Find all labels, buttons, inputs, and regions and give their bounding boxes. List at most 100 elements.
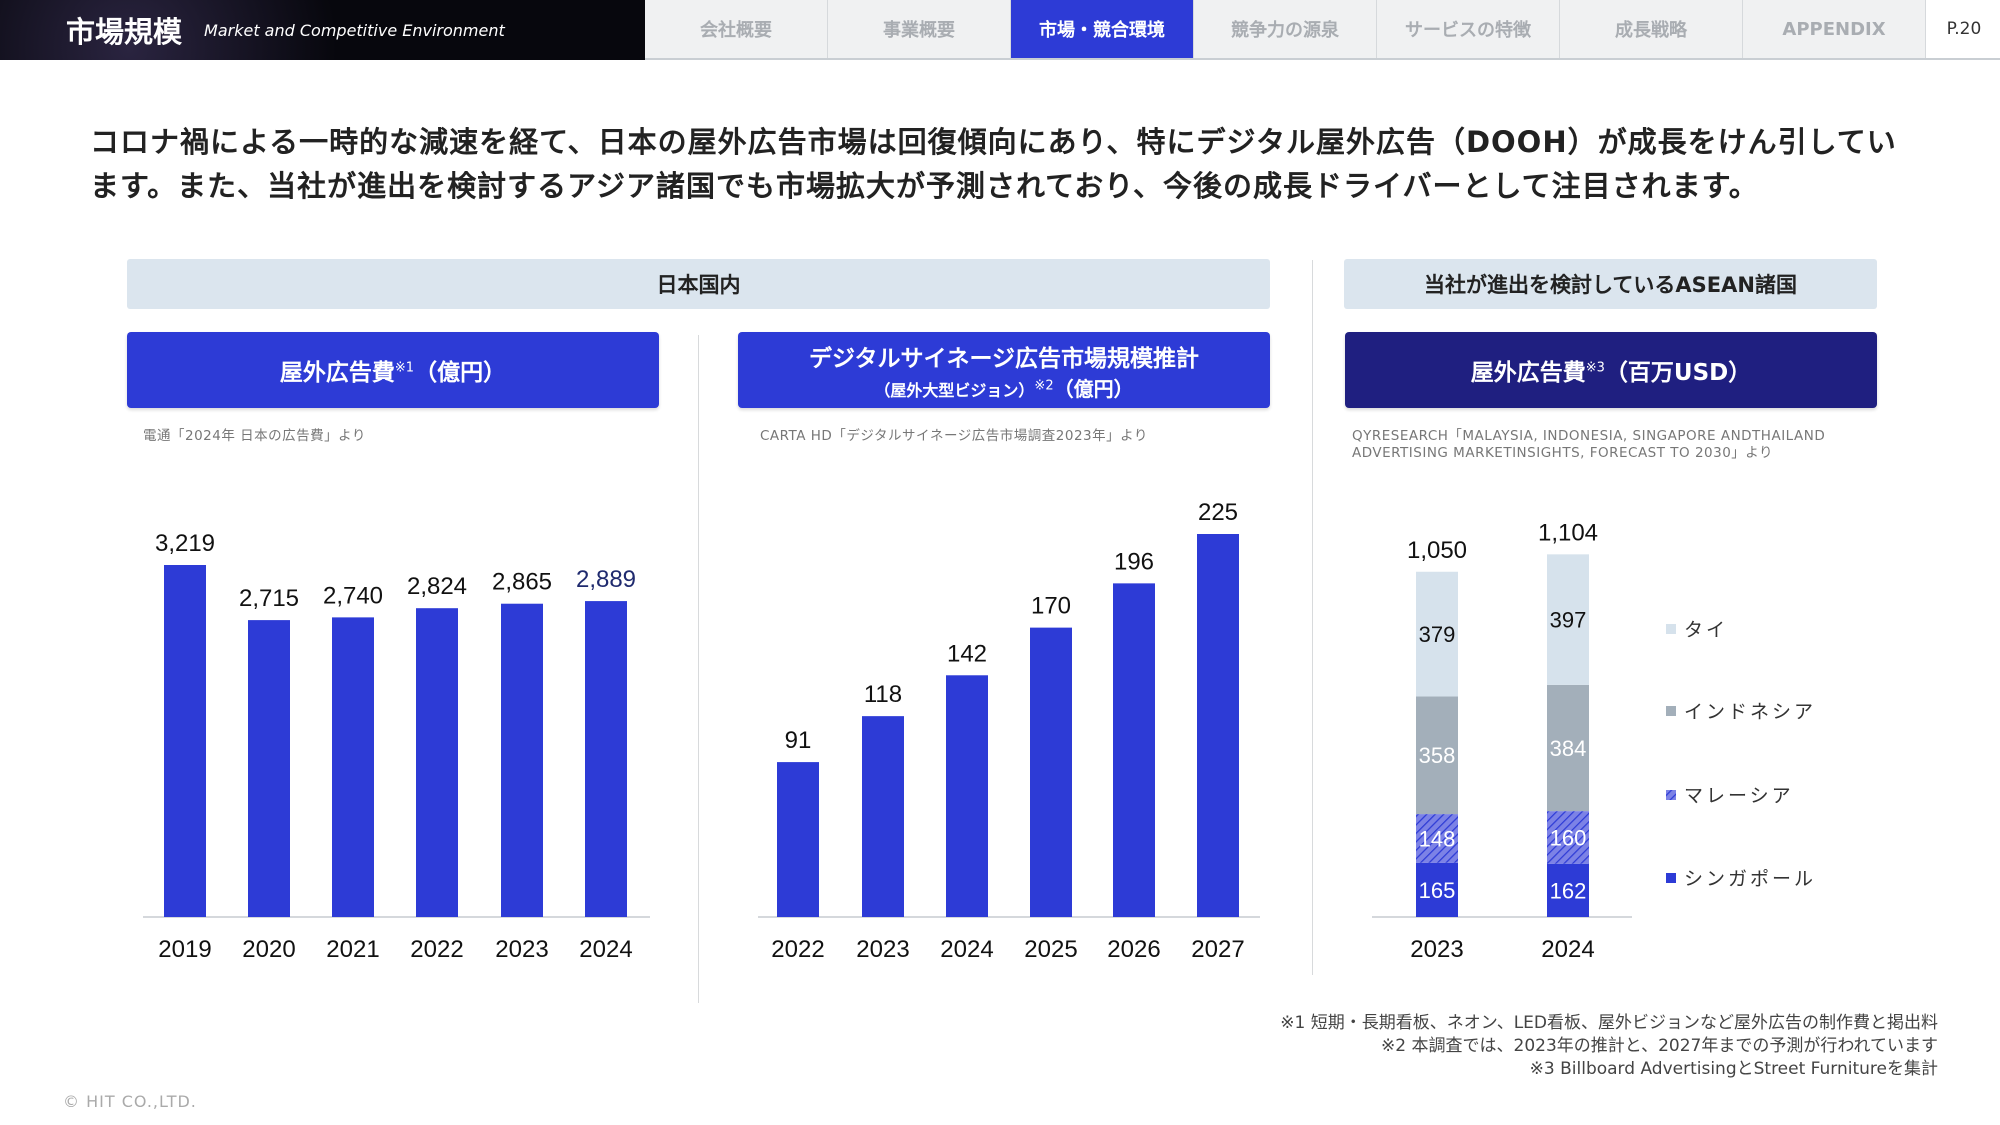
section-japan: 日本国内	[127, 259, 1270, 309]
data-label: 2,824	[407, 573, 467, 600]
data-label: 142	[947, 640, 987, 667]
x-tick-label: 2023	[495, 936, 548, 963]
note-mark: ※1	[394, 360, 415, 376]
title-main: デジタルサイネージ広告市場規模推計	[808, 345, 1200, 372]
tab-company[interactable]: 会社概要	[645, 0, 828, 58]
copyright: © HIT CO.,LTD.	[63, 1092, 197, 1111]
source-3: QYRESEARCH「MALAYSIA, INDONESIA, SINGAPOR…	[1352, 428, 1826, 461]
divider	[698, 335, 699, 1003]
title-main: 屋外広告費	[1470, 360, 1586, 386]
x-tick-label: 2023	[1410, 936, 1463, 963]
total-label: 1,104	[1538, 519, 1598, 546]
chart-title-digital-signage: デジタルサイネージ広告市場規模推計 （屋外大型ビジョン）※2（億円）	[738, 332, 1270, 408]
x-tick-label: 2025	[1024, 936, 1077, 963]
footnote: ※3 Billboard AdvertisingとStreet Furnitur…	[1529, 1059, 1938, 1079]
segment-label: 379	[1419, 622, 1456, 647]
bar-segment-3	[1416, 571, 1458, 697]
segment-label: 397	[1550, 608, 1587, 633]
nav-tabs: 会社概要 事業概要 市場・競合環境 競争力の源泉 サービスの特徴 成長戦略 AP…	[645, 0, 1926, 58]
bar	[946, 675, 988, 917]
x-tick-label: 2022	[771, 936, 824, 963]
segment-label: 162	[1550, 878, 1587, 903]
x-tick-label: 2027	[1191, 936, 1244, 963]
legend-label: インドネシア	[1684, 701, 1816, 723]
bar-segment-1	[1416, 814, 1458, 863]
header: 市場規模 Market and Competitive Environment …	[0, 0, 2000, 60]
bar-segment-1	[1547, 811, 1589, 864]
bar	[164, 565, 206, 917]
x-tick-label: 2023	[856, 936, 909, 963]
note-mark: ※2	[1034, 378, 1054, 394]
data-label: 118	[864, 681, 902, 708]
bar	[1030, 627, 1072, 917]
bar	[585, 601, 627, 917]
data-label: 196	[1114, 548, 1154, 575]
divider	[1312, 260, 1313, 975]
bar-segment-0	[1416, 862, 1458, 917]
footnotes: ※1 短期・長期看板、ネオン、LED看板、屋外ビジョンなど屋外広告の制作費と掲出…	[1280, 1012, 1938, 1081]
page-subtitle: Market and Competitive Environment	[204, 20, 505, 40]
x-tick-label: 2020	[242, 936, 295, 963]
legend-label: タイ	[1684, 619, 1728, 641]
legend-swatch	[1666, 790, 1676, 800]
title-unit: （億円）	[1053, 376, 1134, 401]
title-sub: （屋外大型ビジョン）	[874, 380, 1035, 400]
tab-service[interactable]: サービスの特徴	[1377, 0, 1560, 58]
x-tick-label: 2021	[326, 936, 379, 963]
lead-text: コロナ禍による一時的な減速を経て、日本の屋外広告市場は回復傾向にあり、特にデジタ…	[90, 125, 1897, 203]
tab-strategy[interactable]: 成長戦略	[1560, 0, 1743, 58]
bar-segment-0	[1547, 863, 1589, 917]
bar	[1197, 534, 1239, 917]
page-number: P.20	[1946, 19, 1982, 39]
x-tick-label: 2022	[410, 936, 463, 963]
tab-market[interactable]: 市場・競合環境	[1011, 0, 1194, 58]
legend-swatch	[1666, 873, 1676, 883]
legend-label: マレーシア	[1684, 785, 1794, 807]
bar	[248, 620, 290, 917]
bar	[501, 603, 543, 917]
bar	[777, 762, 819, 917]
title-main: 屋外広告費	[279, 360, 395, 386]
segment-label: 358	[1419, 743, 1456, 768]
bar-segment-3	[1547, 554, 1589, 685]
x-tick-label: 2024	[1541, 936, 1594, 963]
total-label: 1,050	[1407, 537, 1467, 564]
data-label: 3,219	[155, 530, 215, 557]
tab-business[interactable]: 事業概要	[828, 0, 1011, 58]
legend-label: シンガポール	[1684, 868, 1816, 890]
bar-segment-2	[1416, 696, 1458, 815]
x-tick-label: 2019	[158, 936, 211, 963]
data-label: 170	[1031, 593, 1071, 620]
source-2: CARTA HD「デジタルサイネージ広告市場調査2023年」より	[760, 428, 1148, 444]
data-label: 2,865	[492, 569, 552, 596]
header-brand: 市場規模 Market and Competitive Environment	[0, 0, 645, 60]
legend-swatch	[1666, 706, 1676, 716]
data-label: 225	[1198, 499, 1238, 526]
x-tick-label: 2024	[579, 936, 632, 963]
section-asean: 当社が進出を検討しているASEAN諸国	[1344, 259, 1877, 309]
note-mark: ※3	[1585, 360, 1605, 376]
segment-label: 160	[1550, 825, 1587, 850]
title-unit: （億円）	[414, 360, 507, 386]
bar	[416, 608, 458, 917]
page-title: 市場規模	[66, 15, 183, 49]
x-tick-label: 2026	[1107, 936, 1160, 963]
footnote: ※2 本調査では、2023年の推計と、2027年までの予測が行われています	[1381, 1036, 1938, 1056]
tab-competitiveness[interactable]: 競争力の源泉	[1194, 0, 1377, 58]
data-label: 91	[785, 727, 812, 754]
segment-label: 384	[1550, 736, 1587, 761]
chart-title-outdoor-ad-asean: 屋外広告費※3（百万USD）	[1345, 332, 1877, 408]
legend-swatch	[1666, 624, 1676, 634]
bar	[862, 716, 904, 917]
data-label: 2,889	[576, 566, 636, 593]
x-tick-label: 2024	[940, 936, 993, 963]
segment-label: 148	[1419, 826, 1456, 851]
chart-title-outdoor-ad-japan: 屋外広告費※1（億円）	[127, 332, 659, 408]
bar	[332, 617, 374, 917]
footnote: ※1 短期・長期看板、ネオン、LED看板、屋外ビジョンなど屋外広告の制作費と掲出…	[1280, 1013, 1938, 1033]
title-unit: （百万USD）	[1604, 360, 1752, 386]
bar-segment-2	[1547, 684, 1589, 812]
segment-label: 165	[1419, 878, 1456, 903]
tab-appendix[interactable]: APPENDIX	[1743, 0, 1926, 58]
